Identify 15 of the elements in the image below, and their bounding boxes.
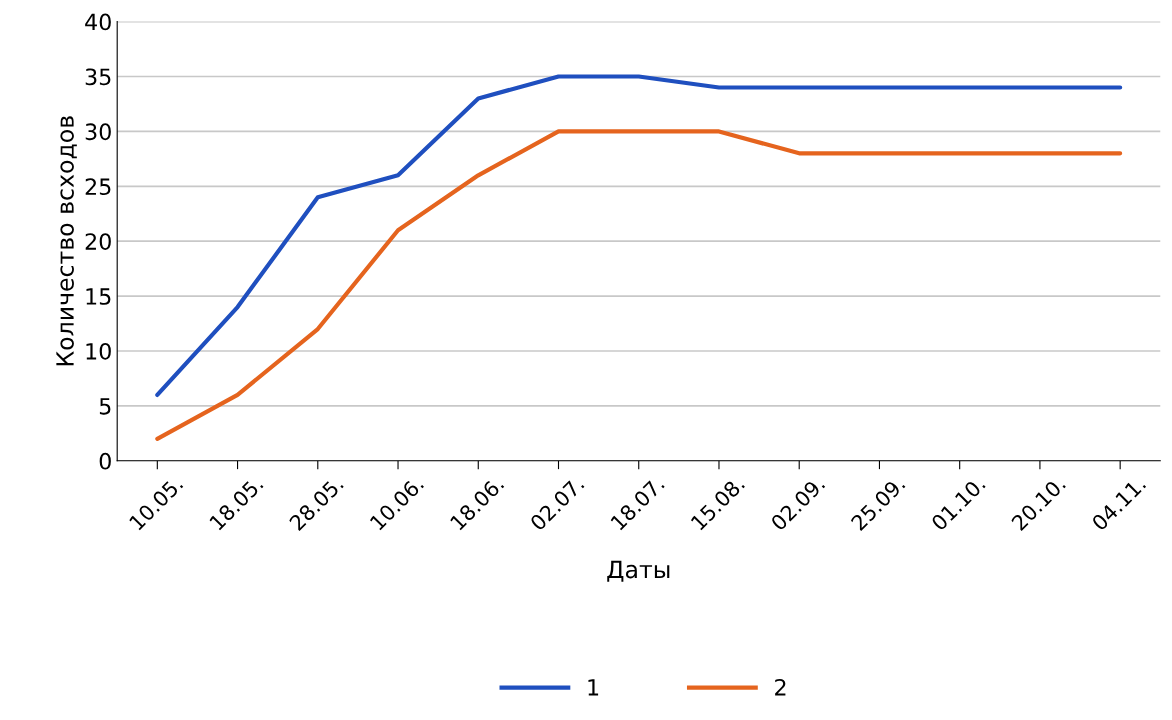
x-axis-title: Даты [607, 560, 670, 582]
legend-label: 1 [588, 679, 599, 696]
y-axis-title: Количество всходов [56, 116, 77, 366]
y-tick-label: 20 [85, 233, 111, 250]
y-tick-label: 10 [86, 342, 111, 360]
y-tick-label: 5 [99, 398, 111, 415]
y-tick-label: 0 [99, 452, 111, 470]
y-tick-label: 25 [85, 178, 111, 196]
y-tick-label: 35 [85, 68, 111, 86]
line-series [155, 74, 1123, 398]
y-tick-label: 40 [85, 13, 111, 31]
y-tick-label: 15 [86, 288, 111, 305]
line-series [155, 129, 1123, 441]
y-tick-label: 30 [85, 123, 111, 141]
legend-label: 2 [775, 678, 786, 696]
